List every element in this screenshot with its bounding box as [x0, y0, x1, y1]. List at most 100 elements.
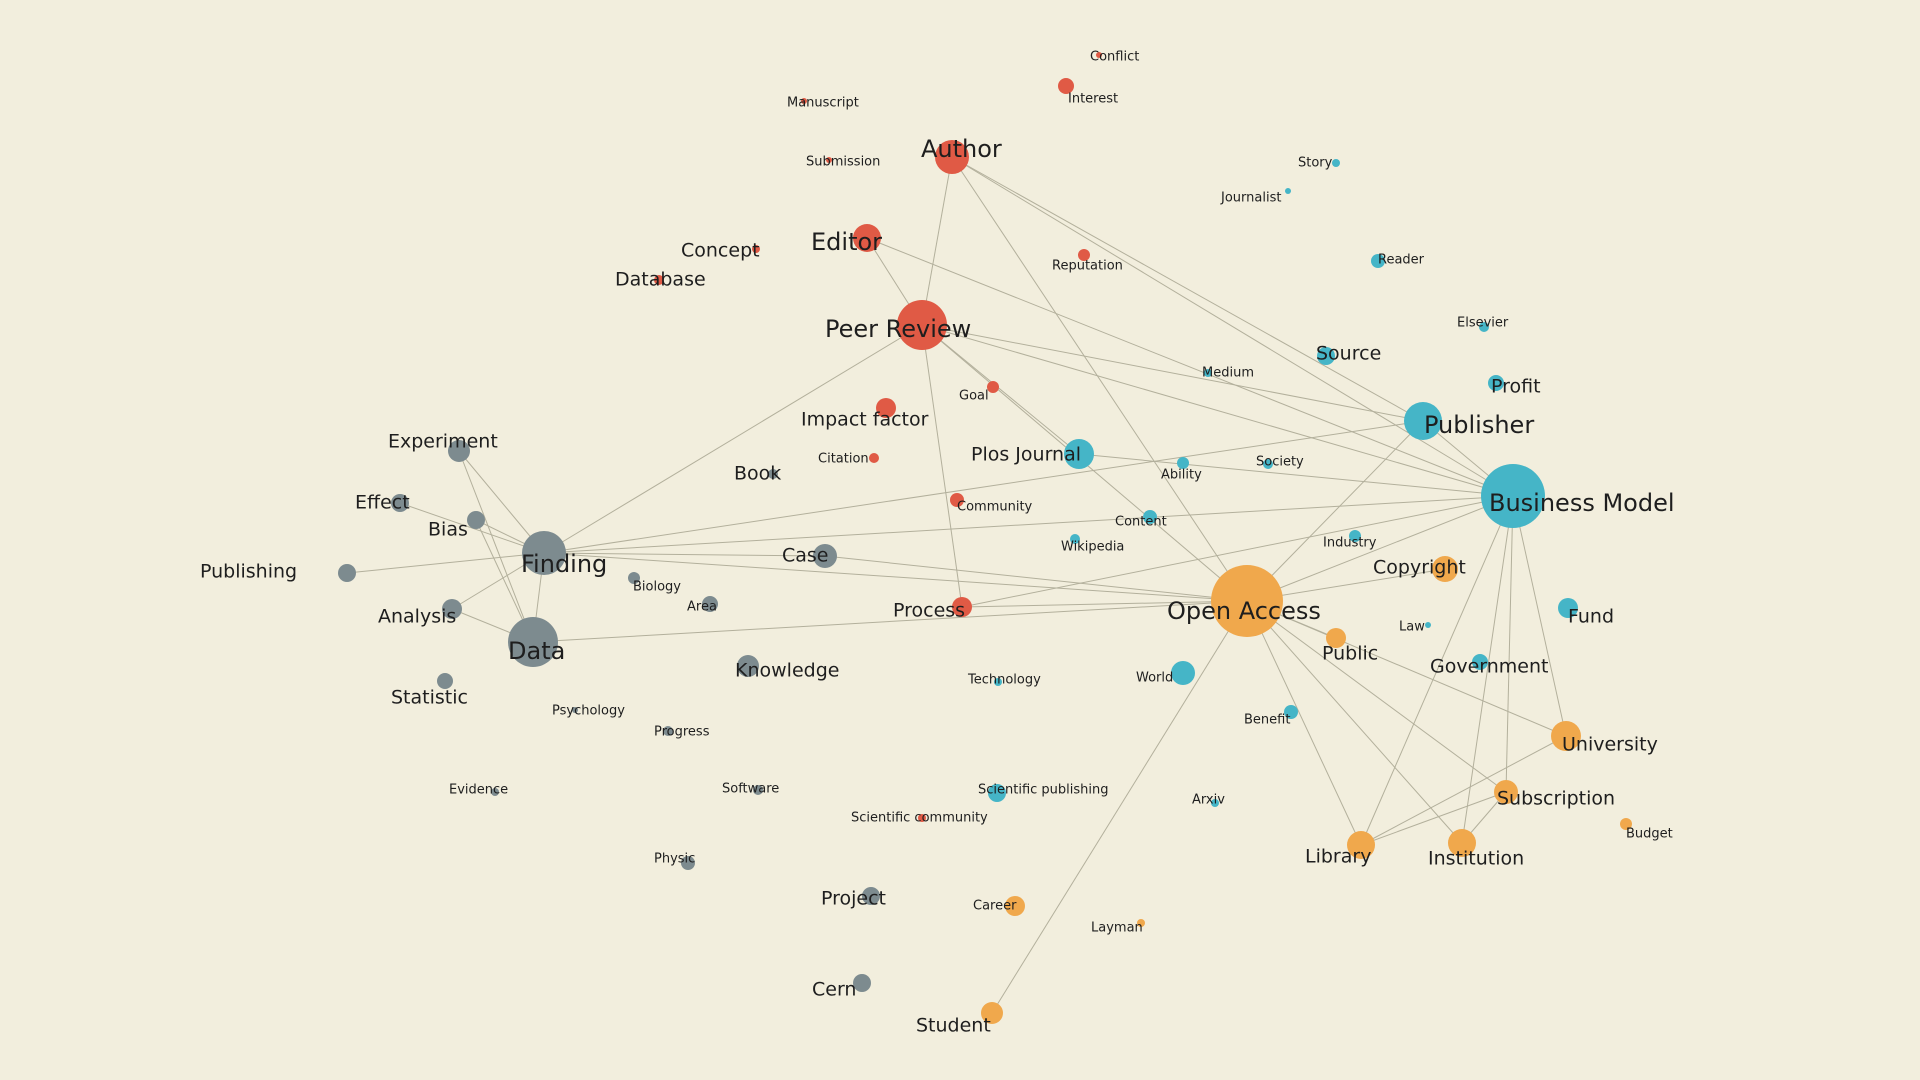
labels-layer: Conflict Interest Manuscript Submission Auth…: [200, 50, 1675, 1037]
node-fund[interactable]: [1558, 598, 1578, 618]
node-business-model[interactable]: [1481, 464, 1545, 528]
node-university[interactable]: [1551, 721, 1581, 751]
node-process[interactable]: [952, 597, 972, 617]
node-public[interactable]: [1326, 628, 1346, 648]
node-reader[interactable]: [1371, 254, 1385, 268]
node-effect[interactable]: [391, 494, 409, 512]
node-editor[interactable]: [853, 224, 881, 252]
node-publisher[interactable]: [1404, 402, 1442, 440]
edge-open-access-case: [824, 555, 1248, 602]
node-copyright[interactable]: [1432, 556, 1458, 582]
node-journalist[interactable]: [1285, 188, 1291, 194]
node-government[interactable]: [1472, 654, 1488, 670]
node-finding[interactable]: [522, 531, 566, 575]
edge-editor-business-model: [866, 237, 1514, 497]
node-industry[interactable]: [1349, 530, 1361, 542]
node-ability[interactable]: [1177, 457, 1189, 469]
node-world[interactable]: [1171, 661, 1195, 685]
node-goal[interactable]: [987, 381, 999, 393]
node-technology[interactable]: [994, 678, 1002, 686]
edge-business-model-process: [961, 495, 1514, 608]
node-elsevier[interactable]: [1479, 322, 1489, 332]
node-peer-review[interactable]: [897, 300, 947, 350]
edge-finding-open-access: [543, 552, 1248, 602]
edge-data-experiment: [458, 450, 534, 643]
node-benefit[interactable]: [1284, 705, 1298, 719]
node-label-finding: Finding: [521, 550, 607, 578]
node-physic[interactable]: [681, 856, 695, 870]
node-content[interactable]: [1143, 510, 1157, 524]
node-scientific-community[interactable]: [918, 814, 926, 822]
node-concept[interactable]: [752, 245, 760, 253]
node-manuscript[interactable]: [801, 98, 807, 104]
node-bias[interactable]: [467, 511, 485, 529]
node-plos-journal[interactable]: [1064, 439, 1094, 469]
node-label-benefit: Benefit: [1244, 713, 1290, 728]
node-budget[interactable]: [1620, 818, 1632, 830]
node-library[interactable]: [1347, 831, 1375, 859]
node-citation[interactable]: [869, 453, 879, 463]
node-label-wikipedia: Wikipedia: [1061, 540, 1124, 555]
node-label-business-model: Business Model: [1489, 489, 1675, 517]
edge-university-library: [1360, 735, 1567, 846]
node-reputation[interactable]: [1078, 249, 1090, 261]
node-medium[interactable]: [1204, 369, 1212, 377]
edge-open-access-subscription: [1246, 600, 1507, 793]
node-progress[interactable]: [663, 726, 673, 736]
node-evidence[interactable]: [491, 788, 499, 796]
node-arxiv[interactable]: [1211, 799, 1219, 807]
node-institution[interactable]: [1448, 829, 1476, 857]
node-analysis[interactable]: [442, 599, 462, 619]
node-label-institution: Institution: [1428, 848, 1524, 870]
node-story[interactable]: [1332, 159, 1340, 167]
node-subscription[interactable]: [1494, 780, 1518, 804]
node-impact-factor[interactable]: [876, 398, 896, 418]
node-law[interactable]: [1425, 622, 1431, 628]
node-source[interactable]: [1317, 347, 1335, 365]
node-wikipedia[interactable]: [1070, 534, 1080, 544]
node-project[interactable]: [862, 887, 880, 905]
node-label-law: Law: [1399, 620, 1425, 635]
edge-business-model-institution: [1461, 495, 1514, 844]
node-community[interactable]: [950, 493, 964, 507]
node-student[interactable]: [981, 1002, 1003, 1024]
node-label-experiment: Experiment: [388, 431, 498, 453]
node-label-world: World: [1136, 671, 1173, 686]
node-interest[interactable]: [1058, 78, 1074, 94]
node-case[interactable]: [813, 544, 837, 568]
node-experiment[interactable]: [448, 440, 470, 462]
node-scientific-publishing[interactable]: [988, 784, 1006, 802]
node-author[interactable]: [935, 140, 969, 174]
node-career[interactable]: [1005, 896, 1025, 916]
node-label-psychology: Psychology: [552, 704, 625, 719]
node-cern[interactable]: [853, 974, 871, 992]
node-submission[interactable]: [826, 157, 832, 163]
node-layman[interactable]: [1137, 919, 1145, 927]
node-profit[interactable]: [1488, 375, 1504, 391]
node-statistic[interactable]: [437, 673, 453, 689]
node-area[interactable]: [702, 596, 718, 612]
edge-open-access-library: [1246, 600, 1362, 846]
node-conflict[interactable]: [1096, 52, 1102, 58]
node-label-database: Database: [615, 269, 706, 291]
node-label-journalist: Journalist: [1220, 191, 1281, 206]
edge-business-model-finding: [543, 495, 1514, 554]
node-knowledge[interactable]: [737, 655, 759, 677]
node-database[interactable]: [654, 275, 664, 285]
node-book[interactable]: [768, 469, 778, 479]
edge-finding-publishing: [346, 552, 545, 574]
edge-peer-review-business-model: [921, 324, 1514, 497]
node-label-industry: Industry: [1323, 536, 1377, 551]
node-publishing[interactable]: [338, 564, 356, 582]
node-label-student: Student: [916, 1015, 991, 1037]
node-open-access[interactable]: [1211, 565, 1283, 637]
node-biology[interactable]: [628, 572, 640, 584]
node-society[interactable]: [1263, 459, 1273, 469]
node-label-book: Book: [734, 463, 781, 485]
node-software[interactable]: [753, 785, 763, 795]
node-data[interactable]: [508, 617, 558, 667]
node-label-author: Author: [921, 135, 1002, 163]
edge-finding-case: [543, 552, 826, 557]
node-label-impact-factor: Impact factor: [801, 409, 929, 431]
node-psychology[interactable]: [572, 707, 578, 713]
